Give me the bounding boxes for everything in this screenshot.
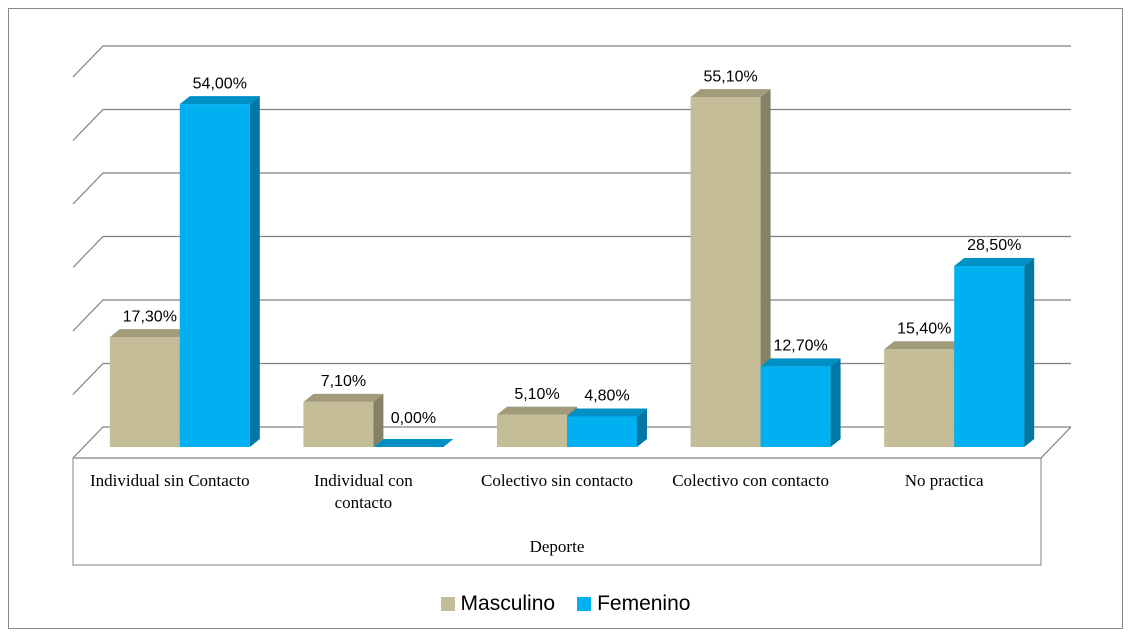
bar-top [884,341,965,350]
bar-top [954,258,1035,267]
bar-top [690,89,771,98]
grid-line [72,45,1071,78]
bar [884,341,965,447]
bar-side [830,358,841,447]
bar [760,358,841,447]
bar-side [249,96,260,447]
bar-side [637,408,647,447]
data-label: 55,10% [703,68,757,85]
bar-front [179,104,250,447]
bar-top [109,329,190,338]
bar [373,439,454,447]
data-label: 15,40% [897,320,951,337]
data-label: 5,10% [514,386,559,403]
legend-swatch [440,597,455,611]
data-label: 17,30% [123,308,177,325]
data-label: 0,00% [391,410,436,427]
data-label: 7,10% [321,373,366,390]
x-axis-title: Deporte [529,537,585,556]
bar [109,329,190,447]
bar [954,258,1035,447]
bar-side [760,89,771,448]
bar-front [954,266,1025,447]
legend-swatch [577,597,592,611]
bar-front [884,349,955,447]
x-tick-label: Individual sin Contacto [90,471,250,490]
legend-item: Masculino [440,592,556,616]
legend: Masculino Femenino [0,592,1131,616]
data-label: 12,70% [773,338,827,355]
x-tick-label: No practica [904,471,984,490]
frame [8,8,1123,629]
bar-front [690,97,761,448]
x-tick-label: Colectivo sin contacto [480,471,634,490]
legend-label: Femenino [597,592,691,615]
axis-box [72,458,1042,566]
bar-top [567,408,647,417]
bar [567,408,647,447]
bar [690,89,771,448]
legend-label: Masculino [460,592,556,615]
x-tick-label: Colectivo con contacto [672,471,829,490]
bar-front [109,337,180,447]
legend-item: Femenino [577,592,690,616]
data-label: 28,50% [967,237,1021,254]
bar-side [373,393,384,447]
bar [179,96,260,447]
bar-top [373,439,454,447]
bar-front [303,401,374,447]
bar [497,406,577,447]
x-tick-label: Individual con contacto [314,471,413,512]
bar-top [179,96,260,105]
bar-front [567,416,637,447]
bar-top [760,358,841,367]
bar-top [497,406,577,415]
bar-side [1024,258,1035,447]
data-label: 4,80% [584,388,629,405]
bar-front [760,366,831,447]
bar-front [497,414,567,447]
bar-top [303,393,384,402]
data-label: 54,00% [193,75,247,92]
bar [303,393,384,447]
